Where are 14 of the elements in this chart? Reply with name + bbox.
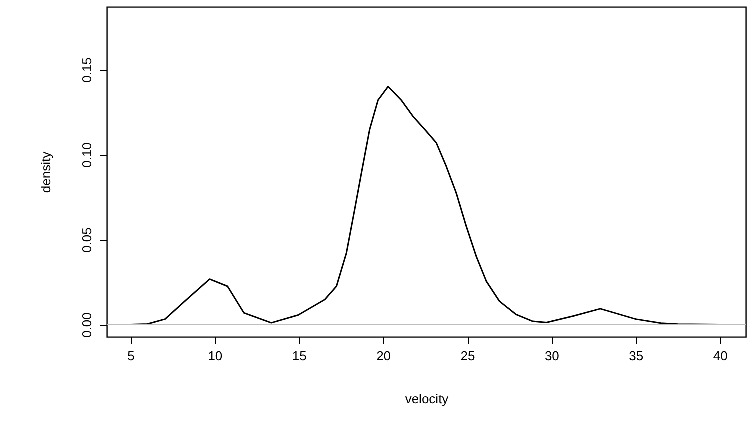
x-tick-label: 20 — [376, 348, 392, 364]
y-axis-title: density — [38, 151, 54, 194]
x-tick-label: 40 — [713, 348, 728, 364]
y-tick-label: 0.15 — [80, 58, 94, 83]
x-tick-label: 5 — [128, 348, 135, 364]
x-tick-label: 30 — [544, 348, 560, 364]
x-axis-title: velocity — [405, 392, 450, 406]
y-tick-label: 0.05 — [80, 228, 94, 253]
x-tick-label: 35 — [629, 348, 644, 364]
x-tick-label: 15 — [292, 348, 307, 364]
y-tick-label: 0.10 — [80, 142, 94, 168]
x-tick-label: 25 — [460, 348, 476, 364]
y-tick-label: 0.00 — [80, 312, 94, 338]
x-tick-label: 10 — [208, 348, 223, 364]
